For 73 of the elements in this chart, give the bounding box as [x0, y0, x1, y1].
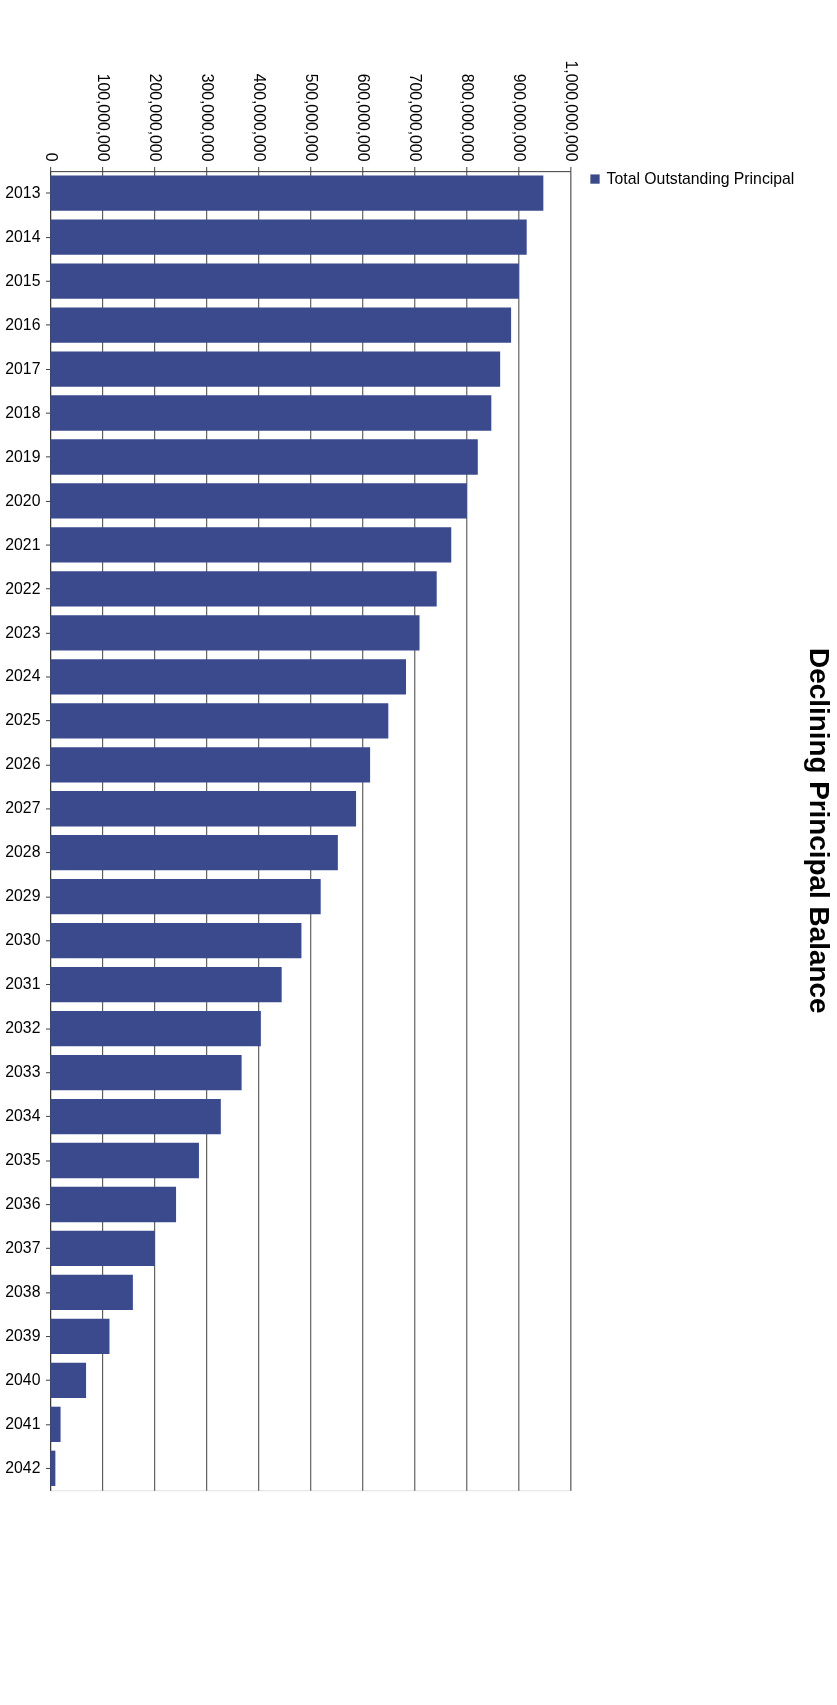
bar: [50, 263, 519, 299]
y-tick-label: 2019: [5, 447, 41, 465]
bar: [50, 351, 501, 387]
bar: [50, 219, 527, 255]
bar: [50, 923, 302, 959]
y-tick-label: 2022: [5, 579, 41, 597]
x-tick-label: 500,000,000: [303, 73, 321, 162]
bar: [50, 439, 478, 475]
y-tick-label: 2034: [5, 1107, 41, 1125]
y-tick-label: 2035: [5, 1151, 41, 1169]
y-tick-label: 2038: [5, 1283, 41, 1301]
x-tick-label: 700,000,000: [407, 73, 425, 162]
bar: [50, 1230, 155, 1267]
y-tick-label: 2016: [5, 315, 41, 333]
x-tick-label: 0: [42, 152, 60, 162]
x-tick-label: 300,000,000: [199, 73, 217, 162]
y-tick-label: 2023: [5, 623, 41, 641]
y-tick-label: 2014: [5, 227, 41, 245]
y-tick-label: 2041: [5, 1414, 41, 1432]
x-tick-label: 100,000,000: [95, 73, 113, 162]
x-tick-label: 900,000,000: [511, 73, 529, 162]
y-tick-label: 2029: [5, 887, 41, 905]
bar: [50, 747, 371, 783]
y-tick-label: 2036: [5, 1195, 41, 1213]
y-tick-label: 2030: [5, 931, 41, 949]
legend-label: Total Outstanding Principal: [606, 169, 795, 187]
bar: [50, 966, 282, 1003]
x-tick-label: 1,000,000,000: [563, 60, 581, 162]
bar: [50, 1010, 261, 1047]
bar: [50, 1274, 133, 1311]
bar: [50, 483, 467, 519]
bar: [50, 1098, 221, 1135]
y-tick-label: 2037: [5, 1239, 41, 1257]
bar: [50, 1450, 56, 1486]
bar: [50, 659, 406, 695]
bar: [50, 175, 544, 211]
y-tick-label: 2017: [5, 359, 41, 377]
y-tick-label: 2031: [5, 975, 41, 993]
y-tick-label: 2025: [5, 711, 41, 729]
x-tick-label: 800,000,000: [459, 73, 477, 162]
bar: [50, 1406, 61, 1442]
y-tick-label: 2033: [5, 1063, 41, 1081]
y-tick-label: 2026: [5, 755, 41, 773]
bar: [50, 1142, 199, 1179]
bar: [50, 703, 389, 739]
y-tick-label: 2024: [5, 667, 41, 685]
bar: [50, 571, 437, 607]
bar: [50, 615, 420, 651]
y-tick-label: 2013: [5, 183, 41, 201]
y-tick-label: 2018: [5, 403, 41, 421]
y-tick-label: 2020: [5, 491, 41, 509]
bar: [50, 1362, 87, 1399]
y-tick-label: 2040: [5, 1371, 41, 1389]
bar: [50, 1186, 177, 1223]
y-tick-label: 2015: [5, 271, 41, 289]
bar: [50, 527, 452, 563]
bar: [50, 1054, 242, 1091]
x-tick-label: 600,000,000: [355, 73, 373, 162]
x-tick-label: 400,000,000: [251, 73, 269, 162]
bar: [50, 307, 512, 343]
y-tick-label: 2039: [5, 1327, 41, 1345]
y-tick-label: 2042: [5, 1458, 41, 1476]
bar: [50, 395, 492, 431]
bar: [50, 1318, 110, 1355]
y-tick-label: 2032: [5, 1019, 41, 1037]
text: Declining Principal Balance: [804, 648, 836, 1014]
y-tick-label: 2021: [5, 535, 41, 553]
y-tick-label: 2028: [5, 843, 41, 861]
bar: [50, 791, 357, 827]
x-tick-label: 200,000,000: [147, 73, 165, 162]
bar: [50, 879, 321, 915]
bar: [50, 835, 338, 871]
y-tick-label: 2027: [5, 799, 41, 817]
